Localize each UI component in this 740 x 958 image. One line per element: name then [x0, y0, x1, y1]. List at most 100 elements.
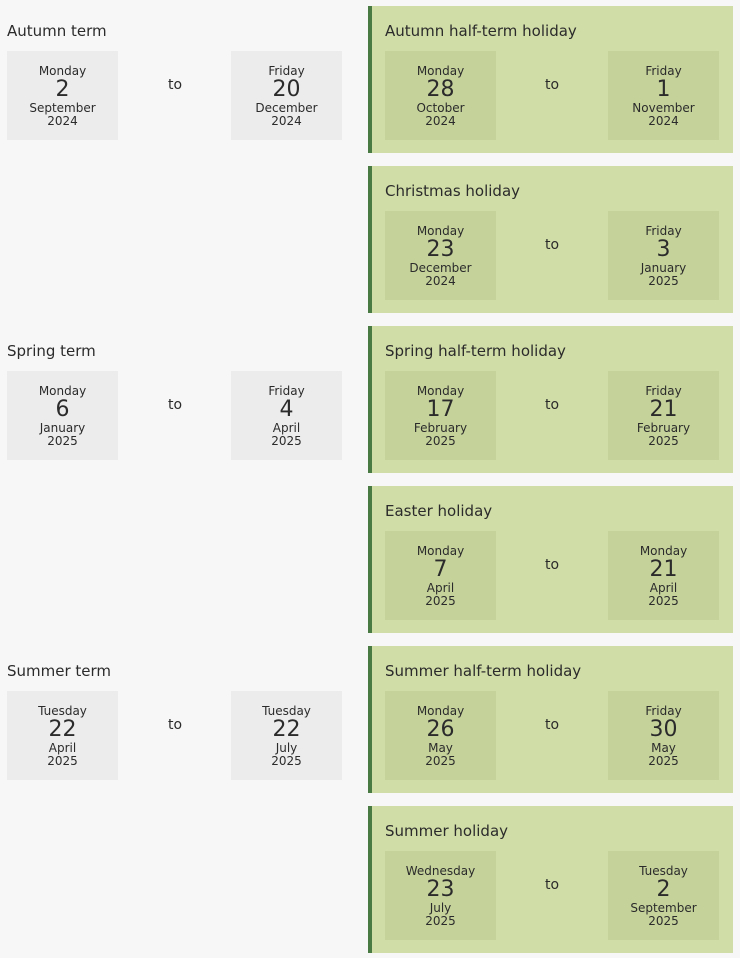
year: 2025	[648, 594, 679, 608]
holiday-easter: Easter holiday Monday 7 April 2025 to Mo…	[368, 486, 733, 633]
year: 2025	[648, 914, 679, 928]
year: 2024	[47, 114, 78, 128]
holiday-end-date: Friday 3 January 2025	[608, 211, 719, 300]
year: 2025	[271, 754, 302, 768]
to-connector: to	[544, 397, 560, 413]
month: December	[409, 261, 472, 275]
term-row: Summer holiday Wednesday 23 July 2025 to…	[0, 806, 740, 954]
year: 2025	[47, 754, 78, 768]
weekday: Wednesday	[405, 864, 476, 878]
month: July	[429, 901, 452, 915]
year: 2025	[271, 434, 302, 448]
day-number: 21	[649, 557, 678, 582]
day-number: 1	[656, 77, 671, 102]
term-start-date: Tuesday 22 April 2025	[7, 691, 118, 780]
month: January	[640, 261, 687, 275]
weekday: Friday	[268, 64, 305, 78]
weekday: Monday	[416, 544, 465, 558]
holiday-summer-half-term: Summer half-term holiday Monday 26 May 2…	[368, 646, 733, 793]
term-end-date: Friday 20 December 2024	[231, 51, 342, 140]
term-summer: Summer term Tuesday 22 April 2025 to Tue…	[0, 646, 360, 794]
term-start-date: Monday 6 January 2025	[7, 371, 118, 460]
month: September	[29, 101, 96, 115]
month: April	[48, 741, 77, 755]
holiday-start-date: Wednesday 23 July 2025	[385, 851, 496, 940]
weekday: Monday	[38, 64, 87, 78]
day-number: 17	[426, 397, 455, 422]
holiday-start-date: Monday 28 October 2024	[385, 51, 496, 140]
year: 2024	[425, 114, 456, 128]
holiday-title: Christmas holiday	[385, 182, 521, 200]
month: January	[39, 421, 86, 435]
holiday-start-date: Monday 17 February 2025	[385, 371, 496, 460]
to-connector: to	[167, 397, 183, 413]
month: September	[630, 901, 697, 915]
to-connector: to	[544, 877, 560, 893]
to-connector: to	[544, 717, 560, 733]
weekday: Friday	[645, 384, 682, 398]
weekday: Monday	[639, 544, 688, 558]
term-spring: Spring term Monday 6 January 2025 to Fri…	[0, 326, 360, 474]
term-row: Spring term Monday 6 January 2025 to Fri…	[0, 326, 740, 474]
holiday-start-date: Monday 26 May 2025	[385, 691, 496, 780]
month: February	[413, 421, 468, 435]
month: May	[428, 741, 453, 755]
holiday-title: Easter holiday	[385, 502, 493, 520]
year: 2024	[648, 114, 679, 128]
holiday-end-date: Friday 1 November 2024	[608, 51, 719, 140]
year: 2025	[648, 434, 679, 448]
day-number: 3	[656, 237, 671, 262]
day-number: 20	[272, 77, 301, 102]
to-connector: to	[544, 77, 560, 93]
year: 2025	[425, 914, 456, 928]
term-row: Summer term Tuesday 22 April 2025 to Tue…	[0, 646, 740, 794]
holiday-title: Summer holiday	[385, 822, 509, 840]
month: October	[416, 101, 465, 115]
day-number: 23	[426, 877, 455, 902]
day-number: 4	[279, 397, 294, 422]
year: 2025	[648, 274, 679, 288]
weekday: Monday	[416, 704, 465, 718]
term-row: Easter holiday Monday 7 April 2025 to Mo…	[0, 486, 740, 634]
term-title: Autumn term	[7, 22, 107, 40]
term-title: Spring term	[7, 342, 96, 360]
holiday-title: Summer half-term holiday	[385, 662, 582, 680]
weekday: Friday	[645, 64, 682, 78]
to-connector: to	[544, 557, 560, 573]
month: April	[426, 581, 455, 595]
weekday: Friday	[645, 704, 682, 718]
weekday: Monday	[416, 224, 465, 238]
year: 2025	[648, 754, 679, 768]
month: November	[632, 101, 695, 115]
weekday: Tuesday	[639, 864, 688, 878]
weekday: Monday	[416, 384, 465, 398]
holiday-end-date: Friday 21 February 2025	[608, 371, 719, 460]
day-number: 2	[656, 877, 671, 902]
holiday-end-date: Friday 30 May 2025	[608, 691, 719, 780]
term-end-date: Tuesday 22 July 2025	[231, 691, 342, 780]
day-number: 23	[426, 237, 455, 262]
year: 2024	[271, 114, 302, 128]
month: February	[636, 421, 691, 435]
day-number: 6	[55, 397, 70, 422]
day-number: 30	[649, 717, 678, 742]
term-title: Summer term	[7, 662, 112, 680]
weekday: Friday	[268, 384, 305, 398]
to-connector: to	[167, 717, 183, 733]
year: 2025	[47, 434, 78, 448]
holiday-title: Spring half-term holiday	[385, 342, 566, 360]
holiday-spring-half-term: Spring half-term holiday Monday 17 Febru…	[368, 326, 733, 473]
to-connector: to	[544, 237, 560, 253]
to-connector: to	[167, 77, 183, 93]
year: 2025	[425, 434, 456, 448]
month: April	[649, 581, 678, 595]
holiday-christmas: Christmas holiday Monday 23 December 202…	[368, 166, 733, 313]
day-number: 22	[272, 717, 301, 742]
weekday: Tuesday	[38, 704, 87, 718]
day-number: 28	[426, 77, 455, 102]
month: April	[272, 421, 301, 435]
term-row: Autumn term Monday 2 September 2024 to F…	[0, 6, 740, 154]
holiday-start-date: Monday 7 April 2025	[385, 531, 496, 620]
term-start-date: Monday 2 September 2024	[7, 51, 118, 140]
month: May	[651, 741, 676, 755]
